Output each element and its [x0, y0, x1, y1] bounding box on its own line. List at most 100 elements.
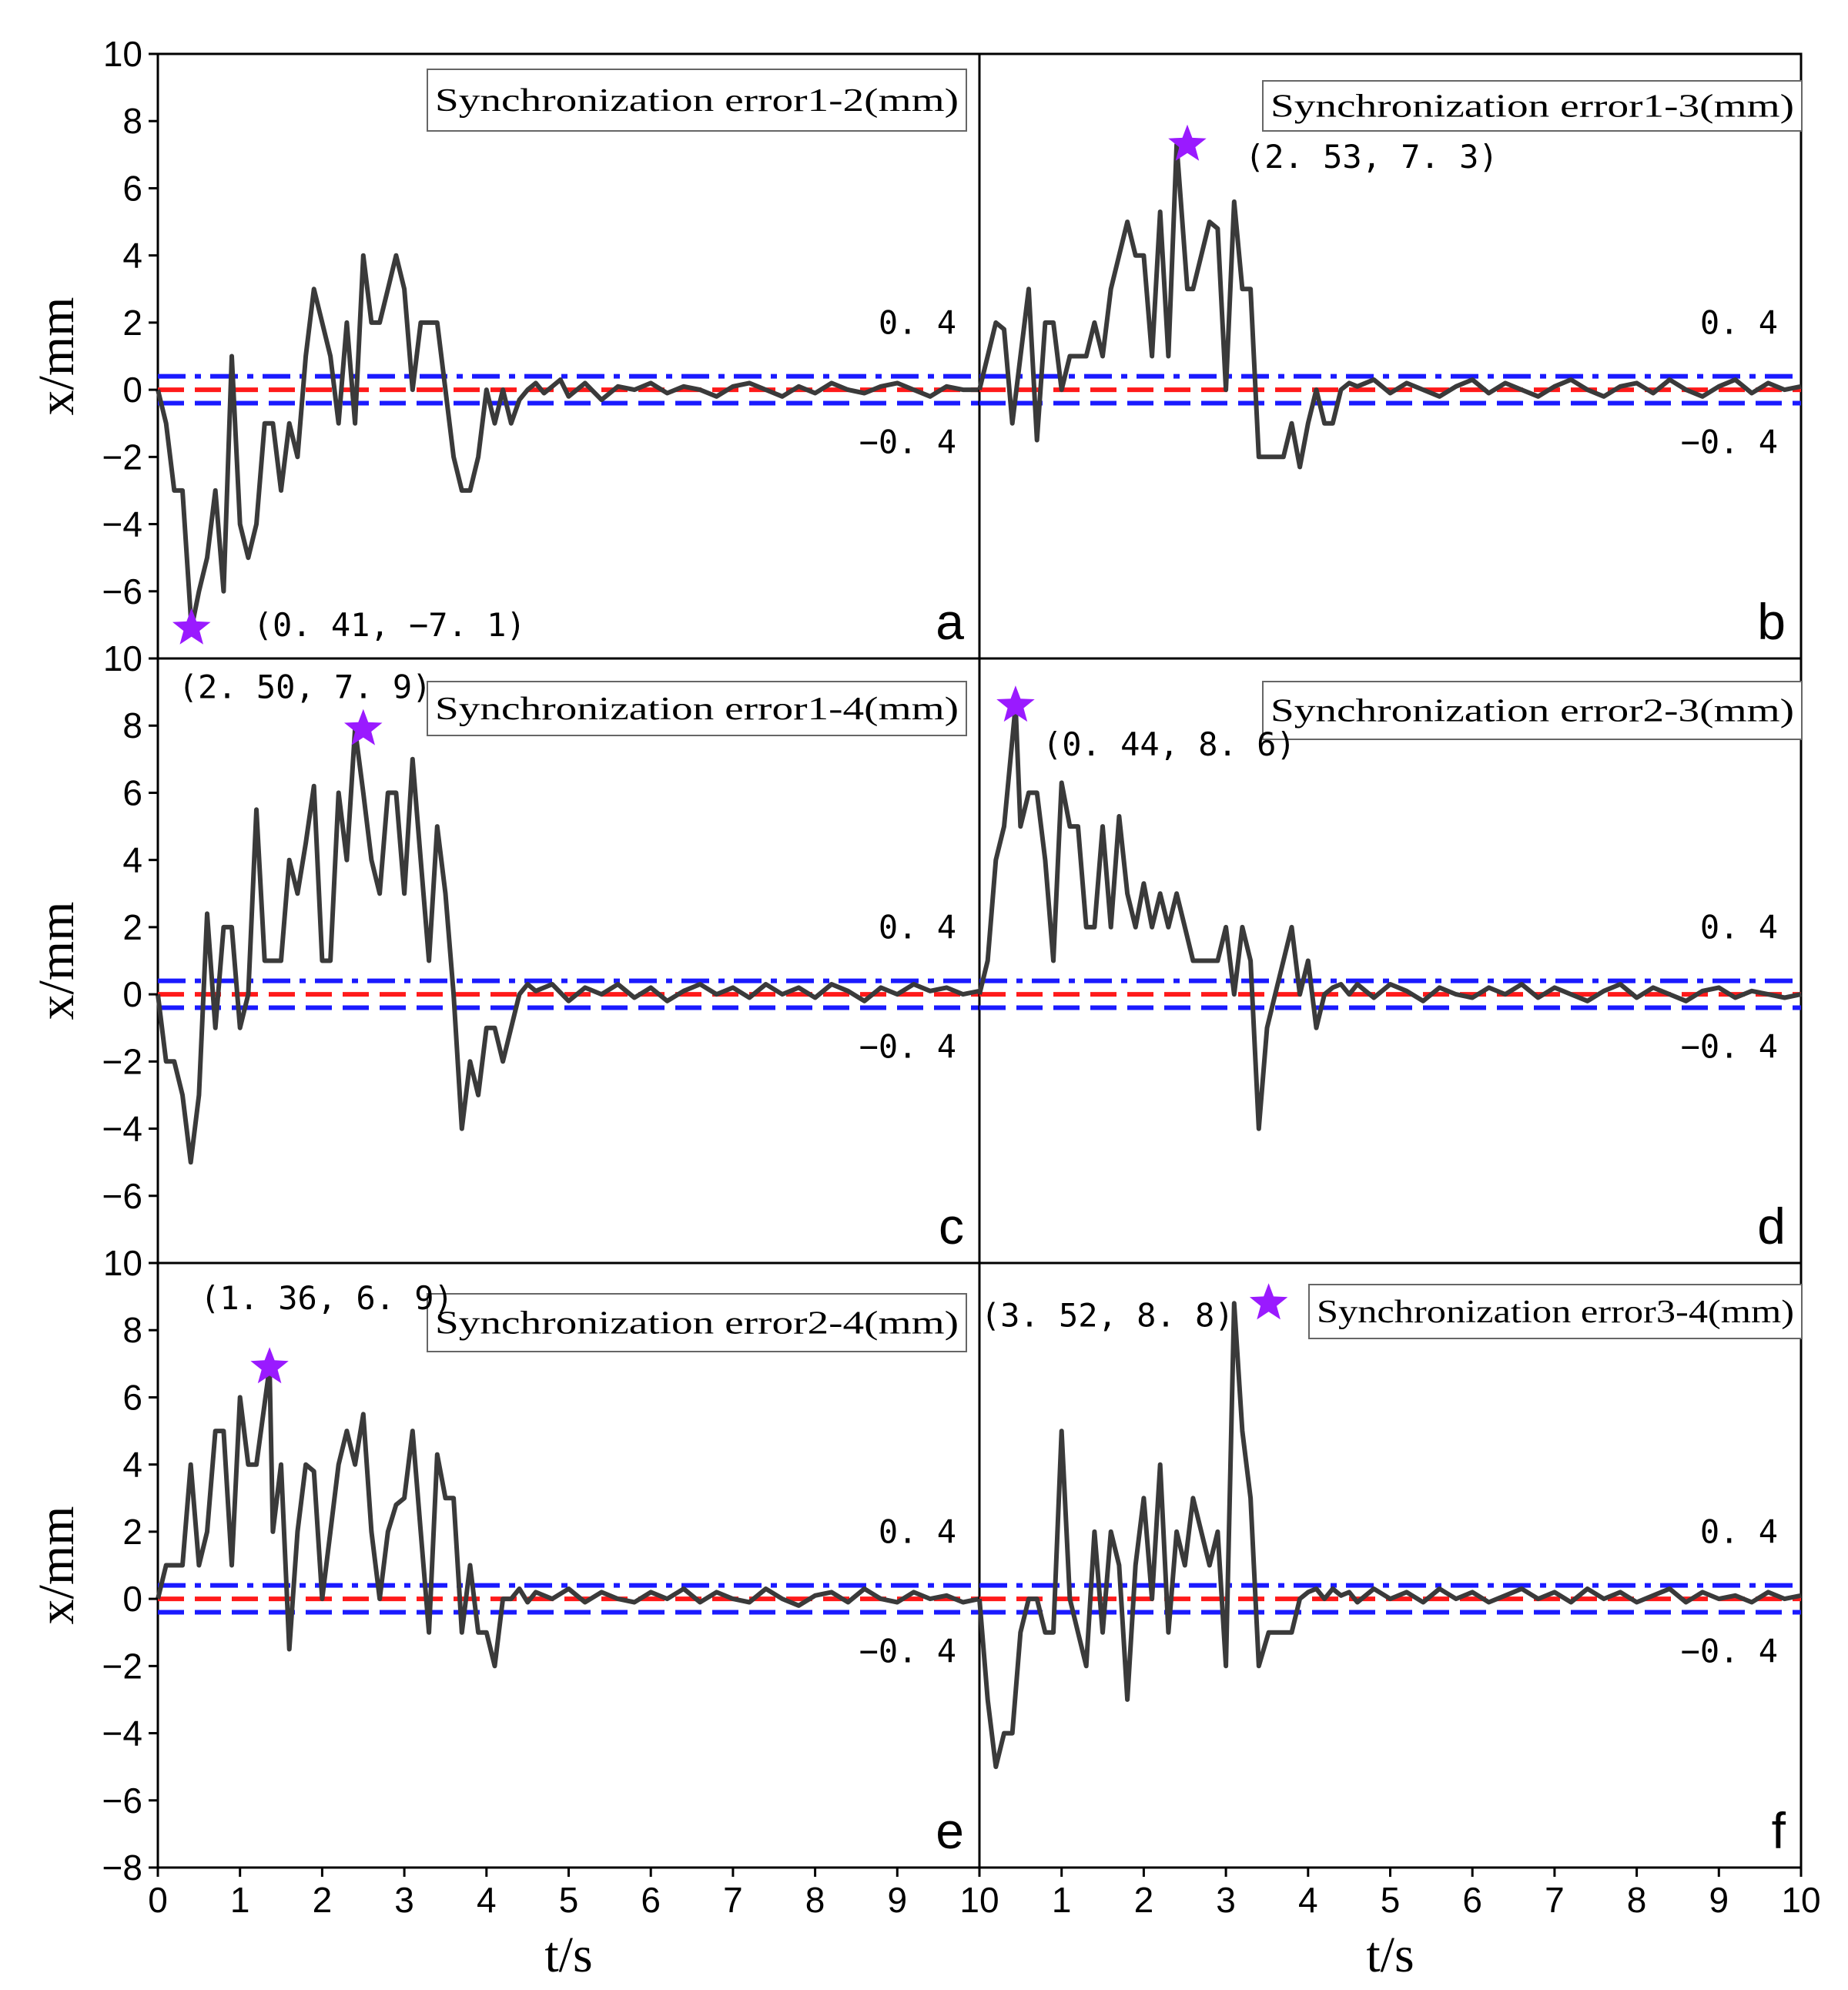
- y-tick-label: 4: [122, 1445, 142, 1485]
- peak-star-icon: [1168, 124, 1207, 161]
- x-tick-label: 3: [1216, 1880, 1236, 1920]
- y-tick-label: −8: [102, 1848, 142, 1888]
- lower-threshold-label: −0. 4: [1681, 424, 1778, 461]
- legend-box: [427, 69, 967, 132]
- x-tick-label: 7: [723, 1880, 743, 1920]
- upper-threshold-label: 0. 4: [879, 304, 956, 342]
- x-tick-label: 5: [1381, 1880, 1401, 1920]
- x-tick-label: 9: [1709, 1880, 1729, 1920]
- x-tick-label: 8: [1627, 1880, 1647, 1920]
- upper-threshold-label: 0. 4: [879, 1513, 956, 1551]
- y-tick-label: 0: [122, 370, 142, 410]
- peak-annotation: (0. 41, −7. 1): [253, 606, 526, 644]
- x-tick-label: 10: [1781, 1880, 1820, 1920]
- y-tick-label: 10: [103, 1243, 142, 1283]
- peak-annotation: (2. 50, 7. 9): [179, 668, 432, 706]
- x-tick-label: 1: [230, 1880, 250, 1920]
- y-tick-label: −6: [102, 1176, 142, 1216]
- lower-threshold-label: −0. 4: [859, 1028, 956, 1066]
- lower-threshold-label: −0. 4: [859, 424, 956, 461]
- error-series-line: [156, 726, 980, 1165]
- lower-threshold-label: −0. 4: [1681, 1028, 1778, 1066]
- x-tick-label: 6: [1462, 1880, 1482, 1920]
- x-axis-label: t/s: [544, 1927, 592, 1983]
- y-tick-label: 10: [103, 34, 142, 74]
- lower-threshold-label: −0. 4: [859, 1633, 956, 1670]
- y-tick-label: 2: [122, 303, 142, 343]
- panel-a: Synchronization error1-2(mm) (0. 41, −7. …: [28, 34, 981, 660]
- y-tick-label: −2: [102, 1041, 142, 1081]
- legend-box: [427, 681, 967, 736]
- x-tick-label: 8: [805, 1880, 825, 1920]
- upper-threshold-label: 0. 4: [1700, 304, 1778, 342]
- panel-letter: f: [1772, 1802, 1786, 1859]
- x-axis-label: t/s: [1366, 1927, 1414, 1983]
- y-tick-label: −4: [102, 1109, 142, 1149]
- y-tick-label: 6: [122, 1377, 142, 1417]
- peak-annotation: (3. 52, 8. 8): [981, 1296, 1234, 1334]
- figure-content: Synchronization error1-2(mm) (0. 41, −7. …: [28, 34, 1821, 1983]
- y-tick-label: 4: [122, 236, 142, 276]
- legend-box: [1308, 1284, 1803, 1339]
- y-tick-label: −4: [102, 1714, 142, 1754]
- y-tick-label: 0: [122, 974, 142, 1014]
- legend-label: Synchronization error1-2(mm): [435, 83, 959, 119]
- peak-star-icon: [1249, 1283, 1288, 1320]
- panel-frame: [978, 1261, 1803, 1869]
- error-series-line: [977, 1301, 1802, 1770]
- panel-letter: d: [1757, 1198, 1786, 1255]
- panel-d: Synchronization error2-3(mm)(0. 44, 8. 6…: [977, 657, 1803, 1265]
- upper-threshold-label: 0. 4: [1700, 1513, 1778, 1551]
- error-series-line: [156, 1365, 980, 1669]
- upper-threshold-label: 0. 4: [1700, 909, 1778, 946]
- peak-annotation: (2. 53, 7. 3): [1245, 138, 1498, 176]
- panel-c: Synchronization error1-4(mm)(2. 50, 7. 9…: [28, 638, 981, 1265]
- legend-box: [427, 1293, 967, 1352]
- x-tick-label: 3: [394, 1880, 414, 1920]
- y-axis-label: x/mm: [28, 1506, 85, 1624]
- legend-label: Synchronization error1-3(mm): [1270, 89, 1794, 125]
- legend-label: Synchronization error2-3(mm): [1270, 694, 1794, 729]
- y-tick-label: 8: [122, 1310, 142, 1350]
- y-tick-label: −2: [102, 1646, 142, 1686]
- y-tick-label: −6: [102, 571, 142, 611]
- error-series-line: [156, 253, 979, 631]
- lower-threshold-label: −0. 4: [1681, 1633, 1778, 1670]
- panel-f: Synchronization error3-4(mm) (3. 52, 8. 8…: [977, 1261, 1821, 1983]
- panel-frame: [156, 1261, 981, 1869]
- x-tick-label: 7: [1545, 1880, 1565, 1920]
- legend-box: [1262, 681, 1803, 740]
- peak-star-icon: [172, 608, 211, 645]
- y-axis-label: x/mm: [28, 901, 85, 1020]
- peak-star-icon: [996, 685, 1035, 722]
- x-tick-label: 5: [559, 1880, 579, 1920]
- y-axis-label: x/mm: [28, 296, 85, 415]
- x-tick-label: 9: [888, 1880, 908, 1920]
- y-tick-label: 6: [122, 772, 142, 812]
- legend-box: [1262, 80, 1803, 132]
- x-tick-label: 1: [1052, 1880, 1072, 1920]
- legend-label: Synchronization error2-4(mm): [435, 1306, 959, 1342]
- upper-threshold-label: 0. 4: [879, 909, 956, 946]
- x-tick-label: 4: [1298, 1880, 1318, 1920]
- panel-e: Synchronization error2-4(mm)(1. 36, 6. 9…: [28, 1243, 999, 1983]
- x-tick-label: 2: [1134, 1880, 1154, 1920]
- error-series-line: [977, 703, 1802, 1131]
- y-tick-label: −2: [102, 437, 142, 477]
- y-tick-label: 6: [122, 168, 142, 208]
- peak-annotation: (1. 36, 6. 9): [200, 1279, 454, 1317]
- peak-star-icon: [344, 709, 383, 745]
- error-series-line: [977, 142, 1802, 470]
- y-tick-label: 10: [103, 638, 142, 678]
- peak-star-icon: [250, 1347, 289, 1384]
- panel-frame: [156, 52, 981, 660]
- x-tick-label: 4: [477, 1880, 497, 1920]
- y-tick-label: 2: [122, 1512, 142, 1552]
- panel-letter: a: [936, 593, 964, 650]
- panel-letter: b: [1757, 593, 1786, 650]
- legend-label: Synchronization error3-4(mm): [1317, 1295, 1794, 1330]
- x-tick-label: 2: [313, 1880, 333, 1920]
- x-tick-label: 6: [641, 1880, 661, 1920]
- y-tick-label: 8: [122, 705, 142, 745]
